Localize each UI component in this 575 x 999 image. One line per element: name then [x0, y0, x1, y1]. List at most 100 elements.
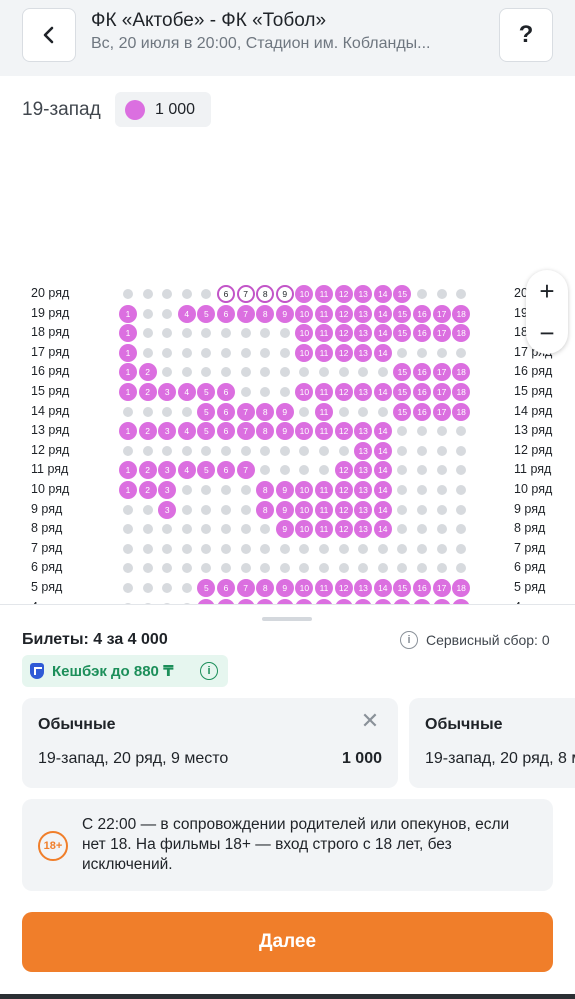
seat-available[interactable]: 11 [315, 324, 333, 343]
seat-available[interactable]: 13 [354, 598, 373, 604]
seat-available[interactable]: 11 [315, 383, 333, 401]
seat-available[interactable]: 6 [217, 402, 235, 421]
seat-available[interactable]: 8 [256, 598, 275, 604]
seat-available[interactable]: 1 [119, 422, 137, 441]
seat-available[interactable]: 9 [275, 598, 294, 604]
seat-available[interactable]: 16 [413, 324, 431, 343]
seat-available[interactable]: 5 [197, 402, 216, 421]
seat-available[interactable]: 6 [217, 461, 235, 480]
seat-available[interactable]: 2 [138, 481, 157, 499]
seat-available[interactable]: 17 [432, 324, 451, 343]
seat-available[interactable]: 17 [432, 402, 451, 421]
seat-available[interactable]: 16 [413, 402, 431, 421]
seat-available[interactable]: 13 [354, 422, 373, 441]
seat-available[interactable]: 18 [452, 579, 471, 597]
seat-available[interactable]: 6 [217, 579, 235, 597]
seat-available[interactable]: 12 [334, 598, 353, 604]
seat-available[interactable]: 8 [256, 402, 275, 421]
seat-available[interactable]: 17 [432, 383, 451, 401]
seat-available[interactable]: 5 [197, 304, 216, 323]
seat-available[interactable]: 11 [315, 481, 333, 499]
seat-available[interactable]: 16 [413, 304, 431, 323]
seat-available[interactable]: 14 [373, 500, 392, 519]
seat-available[interactable]: 1 [119, 343, 137, 362]
seat-available[interactable]: 10 [295, 500, 314, 519]
seat-available[interactable]: 10 [295, 383, 314, 401]
seat-available[interactable]: 10 [295, 422, 314, 441]
seat-available[interactable]: 6 [217, 383, 235, 401]
seat-available[interactable]: 5 [197, 422, 216, 441]
seat-available[interactable]: 10 [295, 520, 314, 539]
seat-available[interactable]: 9 [275, 304, 294, 323]
seat-available[interactable]: 18 [452, 324, 471, 343]
seat-available[interactable]: 15 [393, 579, 412, 597]
seat-available[interactable]: 12 [334, 383, 353, 401]
seat-selected[interactable]: 6 [217, 285, 235, 303]
seat-available[interactable]: 18 [452, 304, 471, 323]
seat-available[interactable]: 10 [295, 598, 314, 604]
seat-available[interactable]: 17 [432, 598, 451, 604]
seat-available[interactable]: 7 [236, 579, 255, 597]
cashback-badge[interactable]: Кешбэк до 880 ₸ i [22, 655, 228, 687]
seat-available[interactable]: 11 [315, 598, 333, 604]
help-button[interactable]: ? [499, 8, 553, 62]
seat-available[interactable]: 6 [217, 304, 235, 323]
seat-available[interactable]: 10 [295, 343, 314, 362]
price-filter-chip[interactable]: 1 000 [115, 92, 211, 127]
seat-available[interactable]: 15 [393, 285, 412, 303]
seat-available[interactable]: 11 [315, 520, 333, 539]
seat-available[interactable]: 14 [373, 520, 392, 539]
seat-available[interactable]: 13 [354, 579, 373, 597]
seat-available[interactable]: 13 [354, 520, 373, 539]
seat-available[interactable]: 12 [334, 579, 353, 597]
seat-available[interactable]: 3 [158, 422, 177, 441]
seat-available[interactable]: 18 [452, 383, 471, 401]
seat-available[interactable]: 14 [373, 441, 392, 460]
seat-available[interactable]: 4 [177, 461, 196, 480]
seat-available[interactable]: 12 [334, 422, 353, 441]
seat-available[interactable]: 8 [256, 481, 275, 499]
back-button[interactable] [22, 8, 76, 62]
seat-available[interactable]: 12 [334, 520, 353, 539]
seat-available[interactable]: 13 [354, 461, 373, 480]
seat-available[interactable]: 16 [413, 579, 431, 597]
seat-available[interactable]: 13 [354, 481, 373, 499]
seat-available[interactable]: 9 [275, 500, 294, 519]
seat-available[interactable]: 11 [315, 285, 333, 303]
seat-available[interactable]: 9 [275, 520, 294, 539]
seat-available[interactable]: 12 [334, 343, 353, 362]
seat-available[interactable]: 2 [138, 383, 157, 401]
seat-available[interactable]: 5 [197, 461, 216, 480]
seat-available[interactable]: 1 [119, 383, 137, 401]
seat-available[interactable]: 15 [393, 324, 412, 343]
next-button[interactable]: Далее [22, 912, 553, 972]
seat-available[interactable]: 13 [354, 500, 373, 519]
seat-available[interactable]: 4 [177, 422, 196, 441]
seat-available[interactable]: 14 [373, 461, 392, 480]
seat-available[interactable]: 17 [432, 363, 451, 382]
seat-available[interactable]: 4 [177, 383, 196, 401]
seat-available[interactable]: 7 [236, 598, 255, 604]
seat-available[interactable]: 14 [373, 481, 392, 499]
info-icon[interactable]: i [400, 631, 418, 649]
seat-available[interactable]: 10 [295, 324, 314, 343]
seat-selected[interactable]: 7 [236, 285, 255, 303]
zoom-out-button[interactable]: − [539, 317, 555, 348]
seat-available[interactable]: 14 [373, 285, 392, 303]
seat-available[interactable]: 9 [275, 422, 294, 441]
seat-available[interactable]: 15 [393, 598, 412, 604]
seat-available[interactable]: 1 [119, 481, 137, 499]
seat-available[interactable]: 10 [295, 579, 314, 597]
seat-available[interactable]: 4 [177, 304, 196, 323]
seat-available[interactable]: 18 [452, 402, 471, 421]
seat-available[interactable]: 15 [393, 383, 412, 401]
cashback-info-icon[interactable]: i [200, 662, 218, 680]
sheet-handle[interactable] [262, 617, 312, 621]
seat-available[interactable]: 8 [256, 579, 275, 597]
seat-available[interactable]: 8 [256, 422, 275, 441]
seat-available[interactable]: 3 [158, 461, 177, 480]
seat-available[interactable]: 16 [413, 598, 431, 604]
seat-available[interactable]: 7 [236, 461, 255, 480]
seat-available[interactable]: 14 [373, 304, 392, 323]
seat-available[interactable]: 11 [315, 579, 333, 597]
